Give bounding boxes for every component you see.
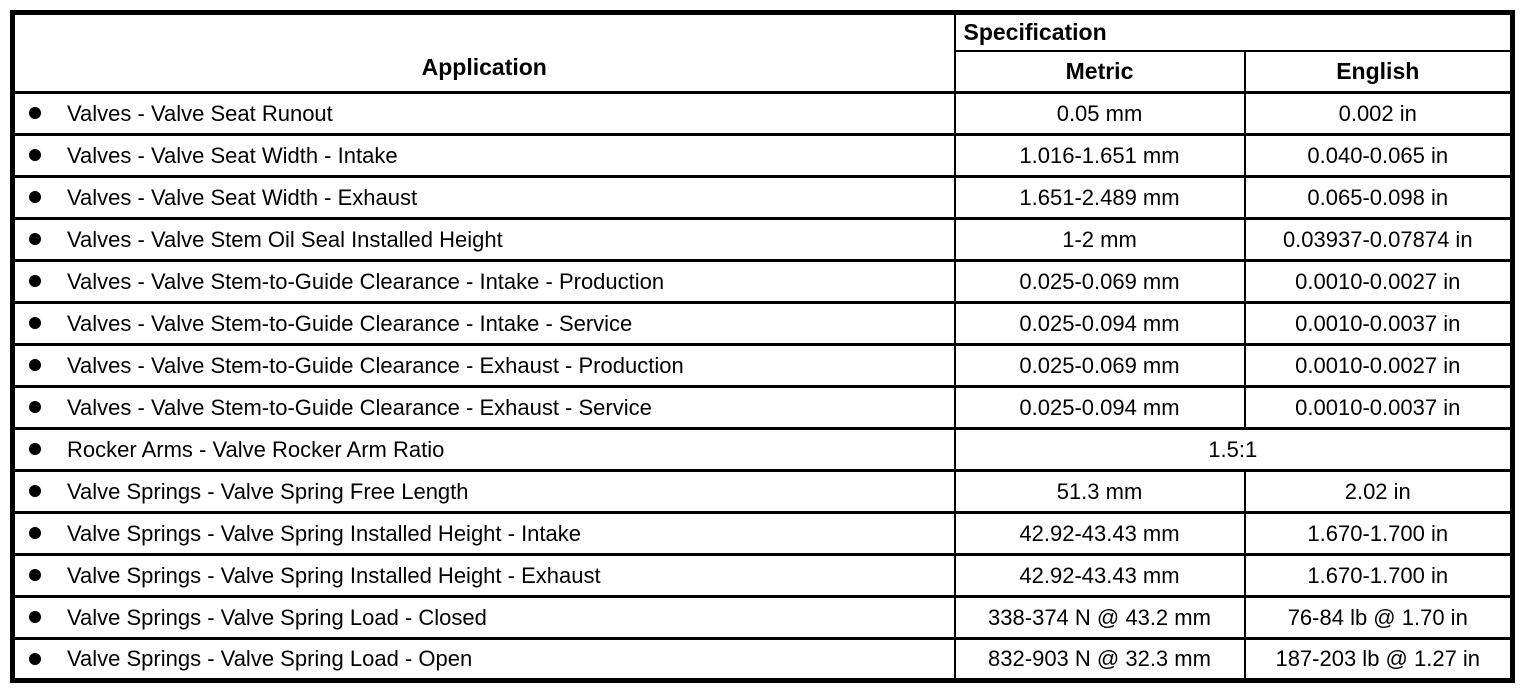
application-cell: Valves - Valve Seat Width - Intake — [12, 133, 955, 177]
english-column-header: English — [1243, 49, 1513, 93]
header-row-specification: Application Specification — [13, 12, 1513, 80]
application-label: Valves - Valve Stem-to-Guide Clearance -… — [67, 311, 633, 337]
application-cell: Valves - Valve Seat Runout — [12, 91, 955, 135]
table-row: Valves - Valve Stem-to-Guide Clearance -… — [12, 385, 1513, 429]
table-row: Rocker Arms - Valve Rocker Arm Ratio 1.5:… — [12, 427, 1513, 471]
application-column-header: Application — [421, 54, 547, 80]
bullet-icon — [29, 149, 41, 162]
english-cell: 0.0010-0.0027 in — [1243, 259, 1513, 303]
english-cell: 187-203 lb @ 1.27 in — [1243, 637, 1513, 681]
bullet-icon — [29, 233, 41, 246]
english-cell: 0.002 in — [1243, 91, 1513, 135]
application-cell: Valve Springs - Valve Spring Installed H… — [12, 511, 955, 555]
metric-cell: 0.025-0.094 mm — [953, 385, 1245, 429]
metric-cell: 1.651-2.489 mm — [953, 175, 1245, 219]
table-row: Valve Springs - Valve Spring Installed H… — [12, 511, 1513, 555]
application-label: Valves - Valve Stem-to-Guide Clearance -… — [67, 395, 652, 421]
header-row-units: Metric English — [13, 49, 1513, 93]
table-row: Valves - Valve Stem Oil Seal Installed H… — [12, 217, 1513, 261]
english-cell: 0.03937-0.07874 in — [1243, 217, 1513, 261]
bullet-icon — [29, 485, 41, 498]
english-cell: 76-84 lb @ 1.70 in — [1243, 595, 1513, 639]
application-label: Valve Springs - Valve Spring Installed H… — [67, 521, 582, 547]
bullet-icon — [29, 107, 41, 120]
metric-cell: 338-374 N @ 43.2 mm — [953, 595, 1245, 639]
bullet-icon — [29, 359, 41, 372]
bullet-icon — [29, 275, 41, 288]
english-cell: 0.0010-0.0027 in — [1243, 343, 1513, 387]
table-row: Valves - Valve Seat Width - Intake 1.016-… — [12, 133, 1513, 177]
table-row: Valve Springs - Valve Spring Installed H… — [12, 553, 1513, 597]
metric-column-header: Metric — [953, 49, 1245, 93]
application-cell: Valves - Valve Stem-to-Guide Clearance -… — [12, 343, 955, 387]
table-row: Valves - Valve Stem-to-Guide Clearance -… — [12, 343, 1513, 387]
application-label: Valve Springs - Valve Spring Installed H… — [67, 563, 601, 589]
metric-cell: 0.025-0.094 mm — [953, 301, 1245, 345]
application-label: Valves - Valve Seat Runout — [67, 101, 333, 127]
metric-cell: 0.05 mm — [953, 91, 1245, 135]
application-label: Valves - Valve Stem-to-Guide Clearance -… — [67, 353, 684, 379]
metric-cell: 0.025-0.069 mm — [953, 343, 1245, 387]
metric-cell: 42.92-43.43 mm — [953, 511, 1245, 555]
english-cell: 0.0010-0.0037 in — [1243, 301, 1513, 345]
metric-cell: 0.025-0.069 mm — [953, 259, 1245, 303]
english-cell: 0.065-0.098 in — [1243, 175, 1513, 219]
application-cell: Valves - Valve Stem-to-Guide Clearance -… — [12, 385, 955, 429]
bullet-icon — [29, 401, 41, 414]
table-row: Valve Springs - Valve Spring Load - Open… — [12, 637, 1513, 681]
metric-cell: 51.3 mm — [953, 469, 1245, 513]
table-row: Valves - Valve Seat Width - Exhaust 1.651… — [12, 175, 1513, 219]
application-cell: Valve Springs - Valve Spring Load - Clos… — [12, 595, 955, 639]
bullet-icon — [29, 527, 41, 540]
english-cell: 1.670-1.700 in — [1243, 553, 1513, 597]
bullet-icon — [29, 443, 41, 456]
table-row: Valves - Valve Stem-to-Guide Clearance -… — [12, 301, 1513, 345]
application-label: Rocker Arms - Valve Rocker Arm Ratio — [67, 437, 445, 463]
table-row: Valve Springs - Valve Spring Free Length… — [12, 469, 1513, 513]
english-cell: 1.670-1.700 in — [1243, 511, 1513, 555]
application-cell: Valves - Valve Seat Width - Exhaust — [12, 175, 955, 219]
specification-column-header: Specification — [953, 12, 1513, 51]
application-cell: Valves - Valve Stem-to-Guide Clearance -… — [12, 259, 955, 303]
application-cell: Valves - Valve Stem-to-Guide Clearance -… — [12, 301, 955, 345]
application-cell: Valve Springs - Valve Spring Installed H… — [12, 553, 955, 597]
metric-cell: 42.92-43.43 mm — [953, 553, 1245, 597]
application-cell: Valve Springs - Valve Spring Load - Open — [12, 637, 955, 681]
english-cell: 0.0010-0.0037 in — [1243, 385, 1513, 429]
bullet-icon — [29, 317, 41, 330]
table-row: Valves - Valve Seat Runout 0.05 mm 0.002 i… — [12, 91, 1513, 135]
application-label: Valves - Valve Seat Width - Intake — [67, 143, 398, 169]
combined-spec-cell: 1.5:1 — [953, 427, 1513, 471]
metric-cell: 1.016-1.651 mm — [953, 133, 1245, 177]
application-cell: Valves - Valve Stem Oil Seal Installed H… — [12, 217, 955, 261]
bullet-icon — [29, 611, 41, 624]
bullet-icon — [29, 569, 41, 582]
application-cell: Rocker Arms - Valve Rocker Arm Ratio — [12, 427, 955, 471]
application-label: Valves - Valve Seat Width - Exhaust — [67, 185, 418, 211]
bullet-icon — [29, 191, 41, 204]
table-row: Valves - Valve Stem-to-Guide Clearance -… — [12, 259, 1513, 303]
application-label: Valve Springs - Valve Spring Free Length — [67, 479, 469, 505]
english-cell: 0.040-0.065 in — [1243, 133, 1513, 177]
spec-table: Application Specification Metric English… — [10, 10, 1515, 683]
bullet-icon — [29, 652, 41, 665]
metric-cell: 1-2 mm — [953, 217, 1245, 261]
application-label: Valve Springs - Valve Spring Load - Open — [67, 646, 473, 672]
table-row: Valve Springs - Valve Spring Load - Clos… — [12, 595, 1513, 639]
english-cell: 2.02 in — [1243, 469, 1513, 513]
metric-cell: 832-903 N @ 32.3 mm — [953, 637, 1245, 681]
application-label: Valve Springs - Valve Spring Load - Clos… — [67, 605, 487, 631]
application-label: Valves - Valve Stem-to-Guide Clearance -… — [67, 269, 665, 295]
application-label: Valves - Valve Stem Oil Seal Installed H… — [67, 227, 503, 253]
application-cell: Valve Springs - Valve Spring Free Length — [12, 469, 955, 513]
